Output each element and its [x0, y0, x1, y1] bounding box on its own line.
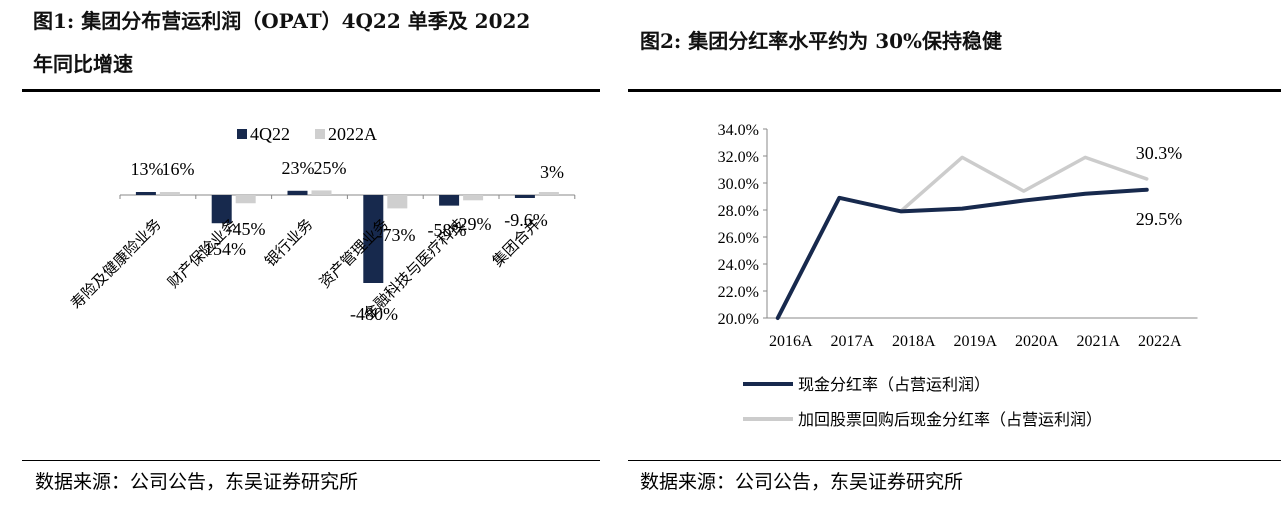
figure-1-title-line1: 图1: 集团分布营运利润（OPAT）4Q22 单季及 2022 [33, 9, 531, 33]
annotation-29-5: 29.5% [1136, 209, 1183, 229]
bar-2022a [159, 192, 180, 195]
bar-chart-data-labels: 13%16% -154%-45% 23% 25% -480% -73% -58%-29% -9… [131, 158, 565, 324]
figure-1-source: 数据来源：公司公告，东吴证券研究所 [35, 471, 359, 493]
figure-1-panel: 图1: 集团分布营运利润（OPAT）4Q22 单季及 2022 年同比增速 4Q… [0, 0, 620, 509]
line-chart-legend: 现金分红率（占营运利润） 加回股票回购后现金分红率（占营运利润） [743, 376, 1102, 429]
bar-4q22 [287, 190, 308, 195]
bar-2022a [387, 195, 408, 209]
bar-4q22-label: -154% [198, 239, 246, 259]
series-line-with-buyback [776, 155, 1149, 320]
bar-2022a [538, 192, 559, 195]
bar-4q22-label: -58% [428, 220, 467, 240]
x-tick-label: 2022A [1138, 333, 1182, 350]
x-tick-label: 2019A [953, 333, 997, 350]
bar-4q22 [363, 195, 384, 283]
x-tick-label: 2020A [1015, 333, 1059, 350]
line-chart-series [775, 155, 1149, 320]
figure-2-title: 图2: 集团分红率水平约为 30%保持稳健 [640, 29, 1003, 53]
bar-2022a-label: 3% [540, 162, 564, 182]
bar-4q22-label: -480% [350, 304, 398, 324]
legend-label-4q22: 4Q22 [250, 124, 290, 144]
y-tick-label: 32.0% [718, 149, 759, 166]
bar-4q22-label: 23% [282, 158, 315, 178]
figure-2-bottom-rule [628, 460, 1281, 461]
bar-chart-marks [135, 190, 559, 283]
x-tick-label: 2017A [830, 333, 874, 350]
figure-2-source: 数据来源：公司公告，东吴证券研究所 [640, 471, 964, 493]
bar-2022a-label: -45% [227, 219, 266, 239]
line-chart: 34.0% 32.0% 30.0% 28.0% 26.0% 24.0% 22.0% 20.0%… [718, 122, 1198, 429]
bar-chart: 4Q22 2022A 13%16% -154%-45% 23% 25% -480% -73%… [68, 124, 576, 324]
category-label: 寿险及健康险业务 [68, 216, 165, 313]
y-tick-label: 26.0% [718, 230, 759, 247]
bar-2022a [235, 195, 256, 204]
figure-1-top-rule [22, 89, 600, 92]
bar-2022a-label: 16% [162, 159, 195, 179]
bar-4q22-label: 13% [131, 159, 164, 179]
y-tick-label: 20.0% [718, 311, 759, 328]
bar-4q22 [211, 195, 232, 224]
x-tick-label: 2016A [769, 333, 813, 350]
legend-label-with-buyback: 加回股票回购后现金分红率（占营运利润） [798, 411, 1102, 429]
bar-4q22 [514, 195, 535, 198]
y-tick-label: 24.0% [718, 257, 759, 274]
bar-4q22-label: -9.6% [504, 210, 548, 230]
category-label: 银行业务 [262, 216, 316, 270]
y-tick-label: 34.0% [718, 122, 759, 139]
x-tick-label: 2018A [892, 333, 936, 350]
bar-2022a [311, 190, 332, 195]
figure-1-title: 图1: 集团分布营运利润（OPAT）4Q22 单季及 2022 年同比增速 [33, 0, 593, 86]
figure-1-title-line2: 年同比增速 [33, 52, 133, 76]
bar-2022a-label: -29% [453, 214, 492, 234]
bar-2022a-label: -73% [377, 225, 416, 245]
y-tick-label: 30.0% [718, 176, 759, 193]
line-chart-annotations: 30.3% 29.5% [1136, 143, 1183, 229]
figure-2-top-rule [628, 89, 1281, 92]
legend-label-cash-payout: 现金分红率（占营运利润） [798, 376, 990, 394]
legend-swatch-4q22 [237, 129, 247, 139]
annotation-30-3: 30.3% [1136, 143, 1183, 163]
y-tick-label: 22.0% [718, 284, 759, 301]
y-tick-label: 28.0% [718, 203, 759, 220]
bar-chart-axis [119, 194, 576, 199]
figure-1-bottom-rule [22, 460, 600, 461]
legend-label-2022a: 2022A [328, 124, 377, 144]
bar-chart-legend: 4Q22 2022A [237, 124, 377, 144]
legend-swatch-2022a [315, 129, 325, 139]
line-chart-axis: 34.0% 32.0% 30.0% 28.0% 26.0% 24.0% 22.0% 20.0%… [718, 122, 1198, 350]
bar-2022a [463, 195, 484, 201]
bar-2022a-label: 25% [314, 158, 347, 178]
bar-4q22 [135, 192, 156, 195]
bar-4q22 [439, 195, 460, 206]
figure-2-panel: 图2: 集团分红率水平约为 30%保持稳健 34.0% 32.0% 30.0% 28.… [620, 0, 1281, 509]
x-tick-label: 2021A [1076, 333, 1120, 350]
series-line-cash-payout [775, 187, 1149, 320]
